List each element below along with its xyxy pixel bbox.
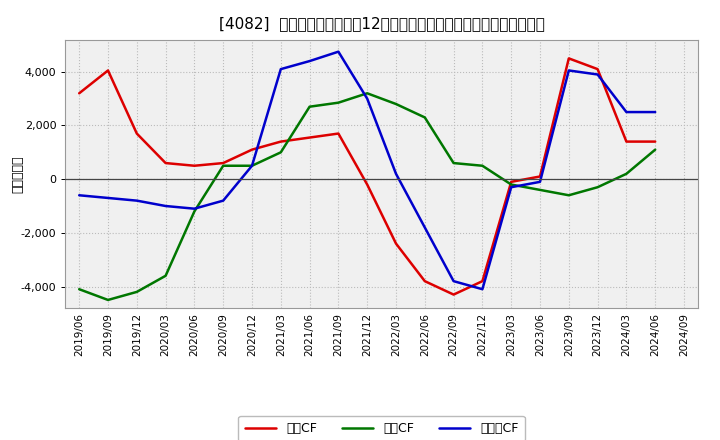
投資CF [219, 163, 228, 169]
フリーCF [420, 225, 429, 230]
投資CF [420, 115, 429, 120]
営業CF [392, 241, 400, 246]
投資CF [449, 161, 458, 166]
投資CF [248, 163, 256, 169]
フリーCF [104, 195, 112, 201]
投資CF [651, 147, 660, 152]
Legend: 営業CF, 投資CF, フリーCF: 営業CF, 投資CF, フリーCF [238, 416, 525, 440]
フリーCF [190, 206, 199, 211]
フリーCF [276, 66, 285, 72]
フリーCF [75, 193, 84, 198]
Title: [4082]  キャッシュフローの12か月移動合計の対前年同期増減額の推移: [4082] キャッシュフローの12か月移動合計の対前年同期増減額の推移 [219, 16, 544, 32]
フリーCF [449, 279, 458, 284]
投資CF [132, 289, 141, 294]
投資CF [478, 163, 487, 169]
営業CF [564, 56, 573, 61]
フリーCF [363, 96, 372, 101]
フリーCF [564, 68, 573, 73]
投資CF [363, 91, 372, 96]
営業CF [190, 163, 199, 169]
フリーCF [507, 184, 516, 190]
投資CF [507, 182, 516, 187]
投資CF [75, 286, 84, 292]
営業CF [161, 161, 170, 166]
投資CF [190, 209, 199, 214]
営業CF [420, 279, 429, 284]
フリーCF [305, 59, 314, 64]
営業CF [593, 66, 602, 72]
営業CF [622, 139, 631, 144]
Line: 営業CF: 営業CF [79, 59, 655, 295]
投資CF [536, 187, 544, 193]
フリーCF [219, 198, 228, 203]
営業CF [75, 91, 84, 96]
営業CF [132, 131, 141, 136]
フリーCF [334, 49, 343, 54]
Line: 投資CF: 投資CF [79, 93, 655, 300]
投資CF [564, 193, 573, 198]
営業CF [104, 68, 112, 73]
営業CF [449, 292, 458, 297]
フリーCF [132, 198, 141, 203]
営業CF [276, 139, 285, 144]
投資CF [161, 273, 170, 279]
Y-axis label: （百万円）: （百万円） [12, 155, 24, 193]
投資CF [104, 297, 112, 303]
投資CF [622, 171, 631, 176]
フリーCF [622, 110, 631, 115]
営業CF [334, 131, 343, 136]
投資CF [593, 184, 602, 190]
営業CF [507, 179, 516, 184]
投資CF [276, 150, 285, 155]
営業CF [219, 161, 228, 166]
営業CF [305, 135, 314, 140]
営業CF [478, 279, 487, 284]
フリーCF [593, 72, 602, 77]
投資CF [334, 100, 343, 105]
投資CF [305, 104, 314, 109]
フリーCF [248, 163, 256, 169]
投資CF [392, 101, 400, 106]
Line: フリーCF: フリーCF [79, 51, 655, 289]
フリーCF [161, 203, 170, 209]
営業CF [248, 147, 256, 152]
営業CF [363, 182, 372, 187]
フリーCF [478, 286, 487, 292]
フリーCF [536, 179, 544, 184]
フリーCF [392, 171, 400, 176]
フリーCF [651, 110, 660, 115]
営業CF [536, 174, 544, 179]
営業CF [651, 139, 660, 144]
